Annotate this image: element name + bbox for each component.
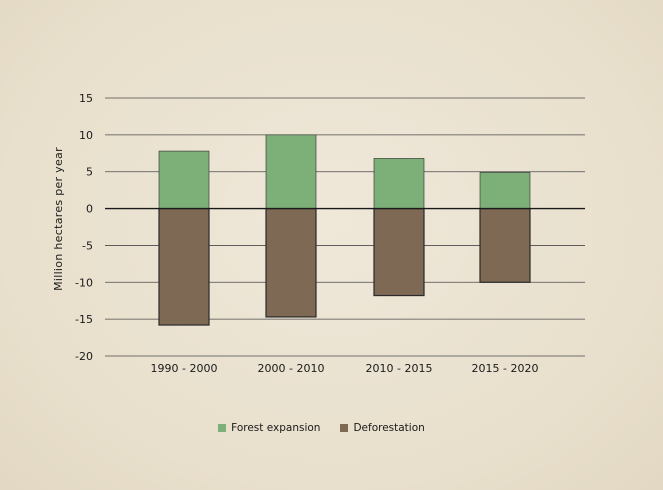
bar-forest-expansion [373, 158, 425, 209]
y-tick-label: 15 [79, 92, 93, 105]
bar-deforestation [373, 207, 425, 297]
x-tick-label: 1990 - 2000 [151, 362, 218, 375]
legend-item-forest-expansion: Forest expansion [218, 422, 320, 434]
y-tick-label: 0 [86, 203, 93, 216]
legend-swatch-forest-expansion [218, 424, 227, 432]
x-tick-label: 2000 - 2010 [258, 362, 325, 375]
y-tick-label: 10 [79, 129, 93, 142]
legend-label-deforestation: Deforestation [353, 422, 425, 434]
bar-forest-expansion [265, 134, 317, 209]
x-tick-labels: 1990 - 2000 2000 - 2010 2010 - 2015 2015 - … [151, 362, 539, 375]
legend-swatch-deforestation [340, 424, 349, 432]
y-tick-label: 5 [86, 166, 93, 179]
y-tick-label: -5 [82, 239, 93, 252]
bar-deforestation [479, 207, 531, 283]
legend-item-deforestation: Deforestation [340, 422, 425, 434]
y-tick-labels: 15 10 5 0 -5 -10 -15 -20 [75, 92, 93, 363]
legend: Forest expansion Deforestation [0, 422, 653, 434]
bar-forest-expansion [479, 172, 531, 209]
y-tick-label: -20 [75, 350, 93, 363]
bar-forest-expansion [158, 150, 210, 209]
bar-layer [158, 134, 531, 326]
bar-deforestation [265, 207, 317, 318]
y-tick-label: -10 [75, 276, 93, 289]
bar-deforestation [158, 207, 210, 326]
y-tick-label: -15 [75, 313, 93, 326]
legend-label-forest-expansion: Forest expansion [231, 422, 321, 434]
y-axis-label: Million hectares per year [52, 147, 65, 291]
x-tick-label: 2015 - 2020 [472, 362, 539, 375]
x-tick-label: 2010 - 2015 [366, 362, 433, 375]
